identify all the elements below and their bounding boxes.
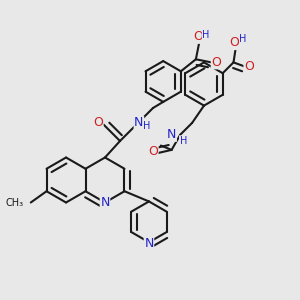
Text: O: O [93,116,103,129]
Text: O: O [148,145,158,158]
Text: N: N [100,196,110,209]
Text: N: N [144,237,154,250]
Text: N: N [167,128,176,141]
Text: O: O [193,30,203,43]
Text: O: O [229,37,239,50]
Text: O: O [244,60,254,73]
Text: CH₃: CH₃ [5,197,23,208]
Text: H: H [180,136,187,146]
Text: H: H [143,121,151,131]
Text: H: H [239,34,247,44]
Text: O: O [211,56,221,69]
Text: H: H [202,30,210,40]
Text: N: N [134,116,144,130]
